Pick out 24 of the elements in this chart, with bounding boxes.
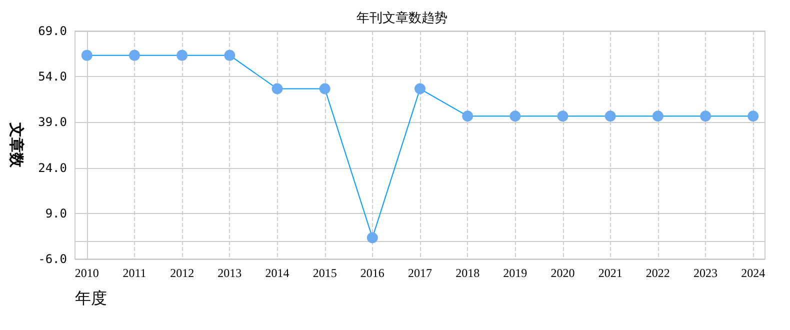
y-tick-label: 9.0 — [45, 206, 67, 220]
x-tick-label: 2014 — [265, 266, 290, 280]
x-tick-label: 2023 — [694, 266, 718, 280]
x-tick-label: 2018 — [456, 266, 480, 280]
y-tick-label: 24.0 — [38, 160, 67, 175]
x-tick-label: 2011 — [122, 266, 146, 280]
x-tick-label: 2019 — [503, 266, 528, 280]
x-tick-label: 2017 — [408, 266, 432, 280]
x-axis-title: 年度 — [75, 289, 107, 308]
x-tick-label: 2015 — [312, 266, 337, 280]
y-tick-label: 39.0 — [38, 115, 67, 130]
x-tick-label: 2016 — [360, 266, 384, 280]
y-tick-label: 69.0 — [38, 24, 67, 38]
x-tick-label: 2010 — [74, 266, 99, 280]
y-axis-title: 文章数 — [8, 122, 26, 168]
x-tick-label: 2022 — [646, 266, 670, 280]
x-tick-label: 2021 — [598, 266, 622, 280]
x-tick-label: 2012 — [170, 266, 194, 280]
x-tick-label: 2013 — [218, 266, 242, 280]
x-tick-label: 2020 — [550, 266, 575, 280]
chart-title: 年刊文章数趋势 — [356, 10, 448, 25]
y-tick-label: -6.0 — [38, 252, 67, 266]
x-tick-label: 2024 — [741, 266, 766, 280]
y-tick-label: 54.0 — [38, 70, 67, 84]
